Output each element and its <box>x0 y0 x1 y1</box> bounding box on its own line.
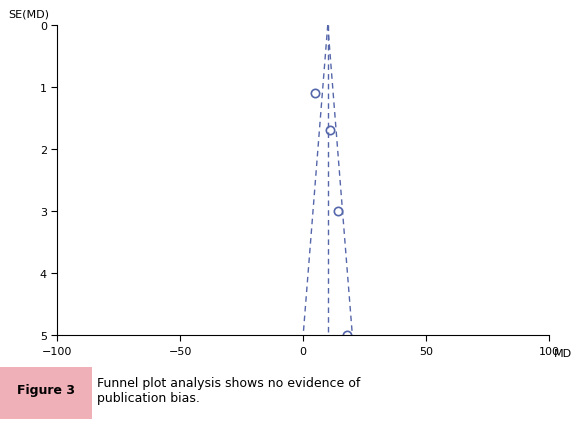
FancyBboxPatch shape <box>0 367 92 419</box>
Text: MD: MD <box>554 348 572 358</box>
Text: Funnel plot analysis shows no evidence of
publication bias.: Funnel plot analysis shows no evidence o… <box>97 376 360 404</box>
Text: SE(MD): SE(MD) <box>8 9 49 20</box>
Text: Figure 3: Figure 3 <box>17 383 75 396</box>
